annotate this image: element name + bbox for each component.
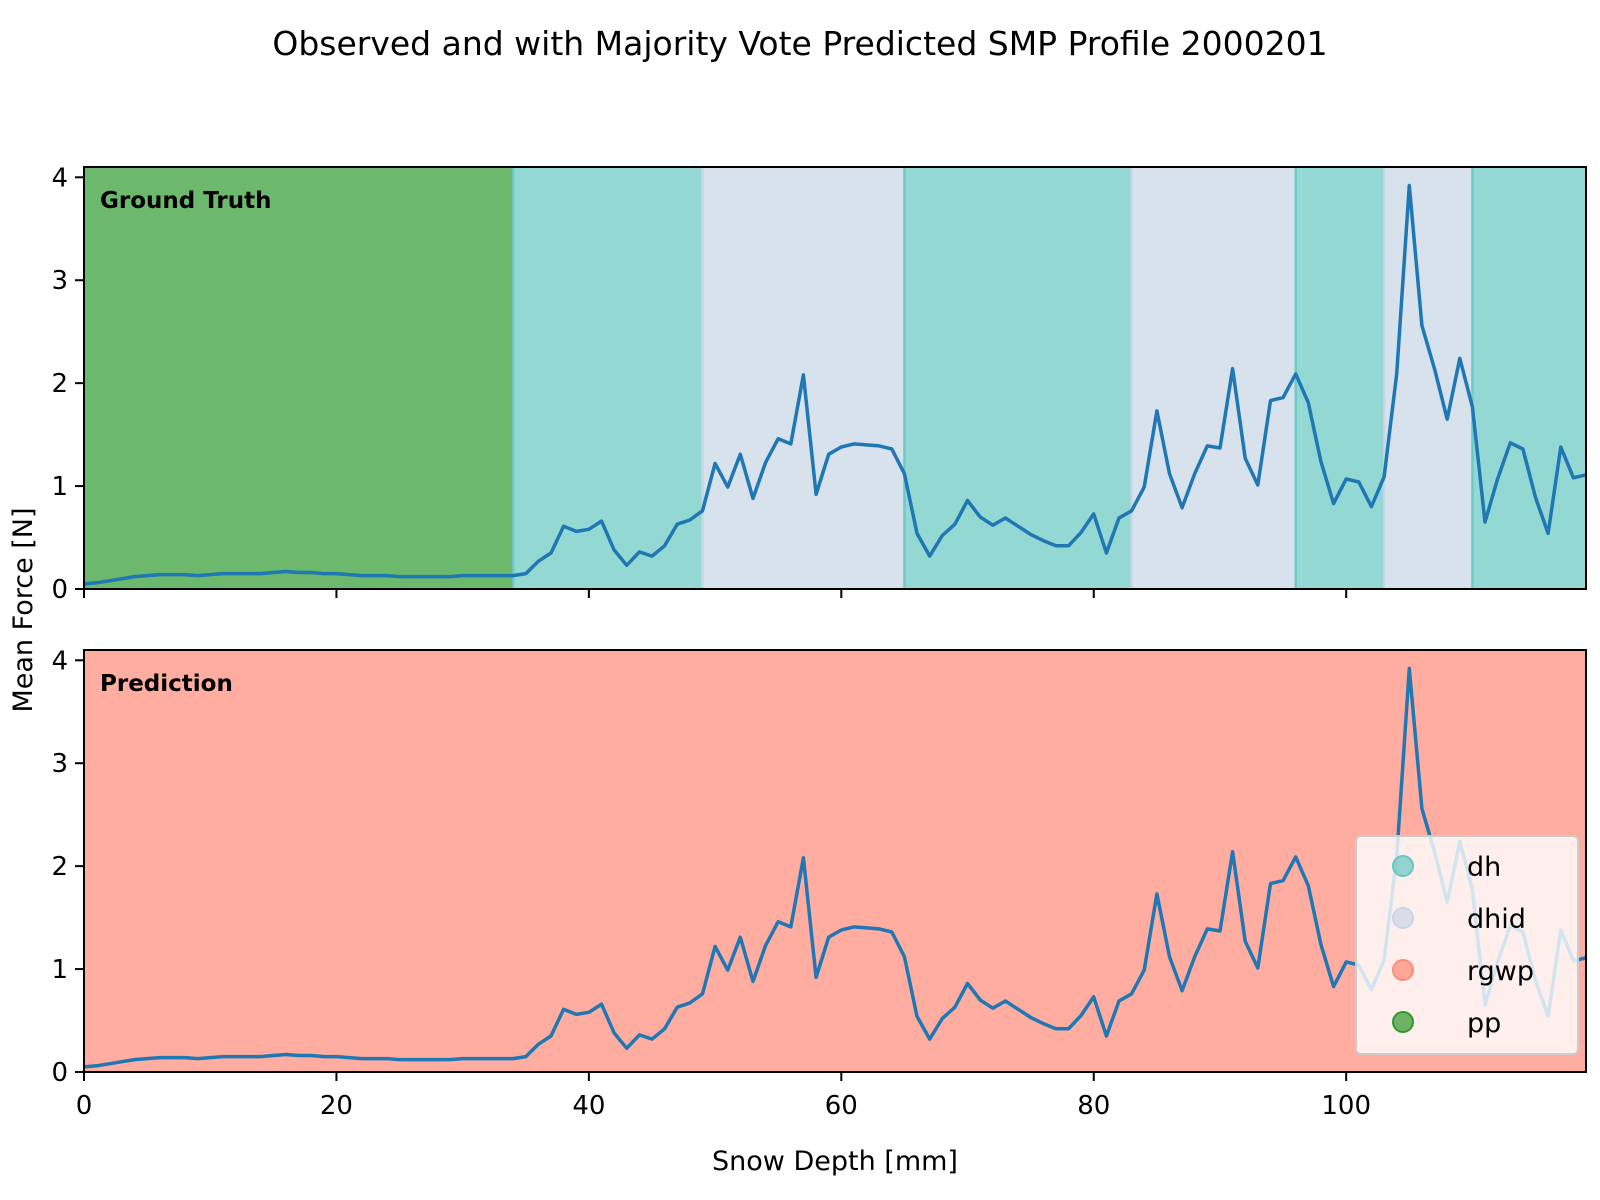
legend-label: dhid xyxy=(1467,904,1526,935)
y-tick-label: 3 xyxy=(51,749,68,779)
y-axis-label: Mean Force [N] xyxy=(8,507,39,712)
chart-title: Observed and with Majority Vote Predicte… xyxy=(272,24,1327,63)
y-tick-label: 1 xyxy=(51,472,68,502)
segment-dhid xyxy=(1384,167,1473,589)
segment-dh xyxy=(513,167,703,589)
segment-dh xyxy=(1472,167,1586,589)
legend-marker xyxy=(1392,1011,1414,1033)
legend-box xyxy=(1355,835,1579,1055)
y-tick-label: 3 xyxy=(51,266,68,296)
x-tick-label: 40 xyxy=(572,1091,605,1121)
segment-rgwp xyxy=(84,650,1586,1072)
panel-ground-truth: 0 1 2 3 4 Ground Truth xyxy=(51,163,1587,605)
legend-marker xyxy=(1392,959,1414,981)
x-tick-label: 100 xyxy=(1321,1091,1371,1121)
legend-marker xyxy=(1392,855,1414,877)
mean-force-line xyxy=(83,666,1587,1069)
y-tick-label: 2 xyxy=(51,369,68,399)
x-tick-label: 0 xyxy=(76,1091,93,1121)
segment-dhid xyxy=(1131,167,1296,589)
y-tick-label: 4 xyxy=(51,163,68,193)
y-tick-label: 0 xyxy=(51,575,68,605)
panel-label: Prediction xyxy=(100,671,233,697)
legend-item-dh: dh xyxy=(1392,852,1501,883)
legend-label: dh xyxy=(1467,852,1501,883)
x-tick-label: 60 xyxy=(825,1091,858,1121)
legend-label: rgwp xyxy=(1467,956,1534,987)
legend-item-dhid: dhid xyxy=(1392,904,1526,935)
legend-item-pp: pp xyxy=(1392,1008,1501,1039)
panel-frame xyxy=(83,166,1587,590)
x-tick-label: 80 xyxy=(1077,1091,1110,1121)
segment-pp xyxy=(84,167,514,589)
x-axis-label: Snow Depth [mm] xyxy=(712,1146,958,1177)
mean-force-line xyxy=(83,183,1587,586)
legend-item-rgwp: rgwp xyxy=(1392,956,1534,987)
segment-dh xyxy=(1295,167,1385,589)
y-tick-label: 0 xyxy=(51,1058,68,1088)
panel-frame xyxy=(83,649,1587,1073)
x-tick-label: 20 xyxy=(320,1091,353,1121)
panel-label: Ground Truth xyxy=(100,188,272,214)
legend: dh dhid rgwp pp xyxy=(1355,835,1579,1055)
legend-label: pp xyxy=(1467,1008,1501,1039)
y-tick-label: 4 xyxy=(51,646,68,676)
y-tick-label: 1 xyxy=(51,955,68,985)
legend-marker xyxy=(1392,907,1414,929)
y-tick-label: 2 xyxy=(51,852,68,882)
